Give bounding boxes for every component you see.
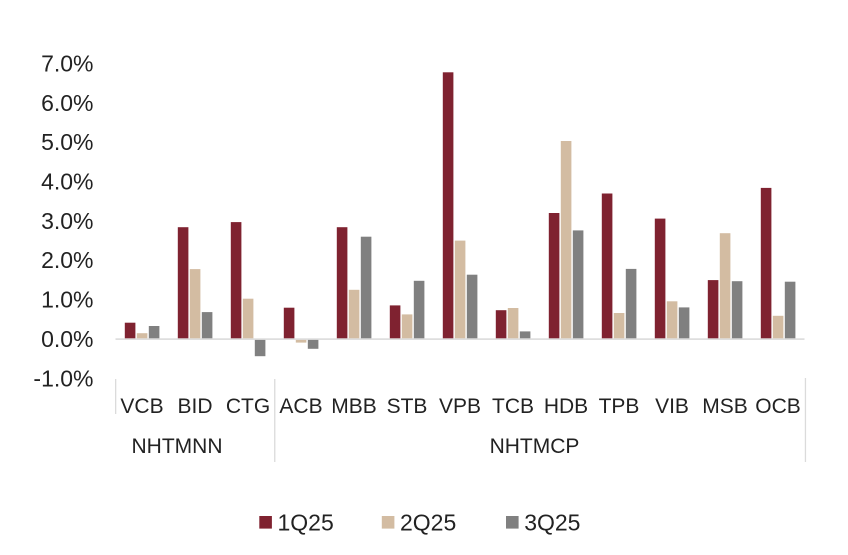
svg-text:7.0%: 7.0% [41,51,93,77]
svg-text:5.0%: 5.0% [41,129,93,155]
svg-text:2.0%: 2.0% [41,247,93,273]
svg-text:HDB: HDB [544,395,588,418]
svg-text:TCB: TCB [492,395,534,418]
svg-text:OCB: OCB [755,395,801,418]
svg-text:-1.0%: -1.0% [33,365,93,391]
svg-text:TPB: TPB [599,395,640,418]
svg-text:1.0%: 1.0% [41,287,93,313]
svg-text:MBB: MBB [331,395,377,418]
svg-text:NHTMNN: NHTMNN [132,435,223,458]
svg-text:1Q25: 1Q25 [278,509,334,535]
svg-text:2Q25: 2Q25 [400,509,456,535]
svg-text:VPB: VPB [439,395,481,418]
svg-text:0.0%: 0.0% [41,326,93,352]
svg-text:3Q25: 3Q25 [524,509,580,535]
svg-text:3.0%: 3.0% [41,208,93,234]
svg-text:CTG: CTG [226,395,270,418]
svg-text:4.0%: 4.0% [41,169,93,195]
svg-text:STB: STB [387,395,428,418]
svg-text:6.0%: 6.0% [41,90,93,116]
svg-text:NHTMCP: NHTMCP [490,435,580,458]
svg-text:BID: BID [177,395,212,418]
svg-text:VCB: VCB [120,395,163,418]
svg-text:ACB: ACB [279,395,322,418]
svg-text:MSB: MSB [702,395,748,418]
svg-text:VIB: VIB [655,395,689,418]
